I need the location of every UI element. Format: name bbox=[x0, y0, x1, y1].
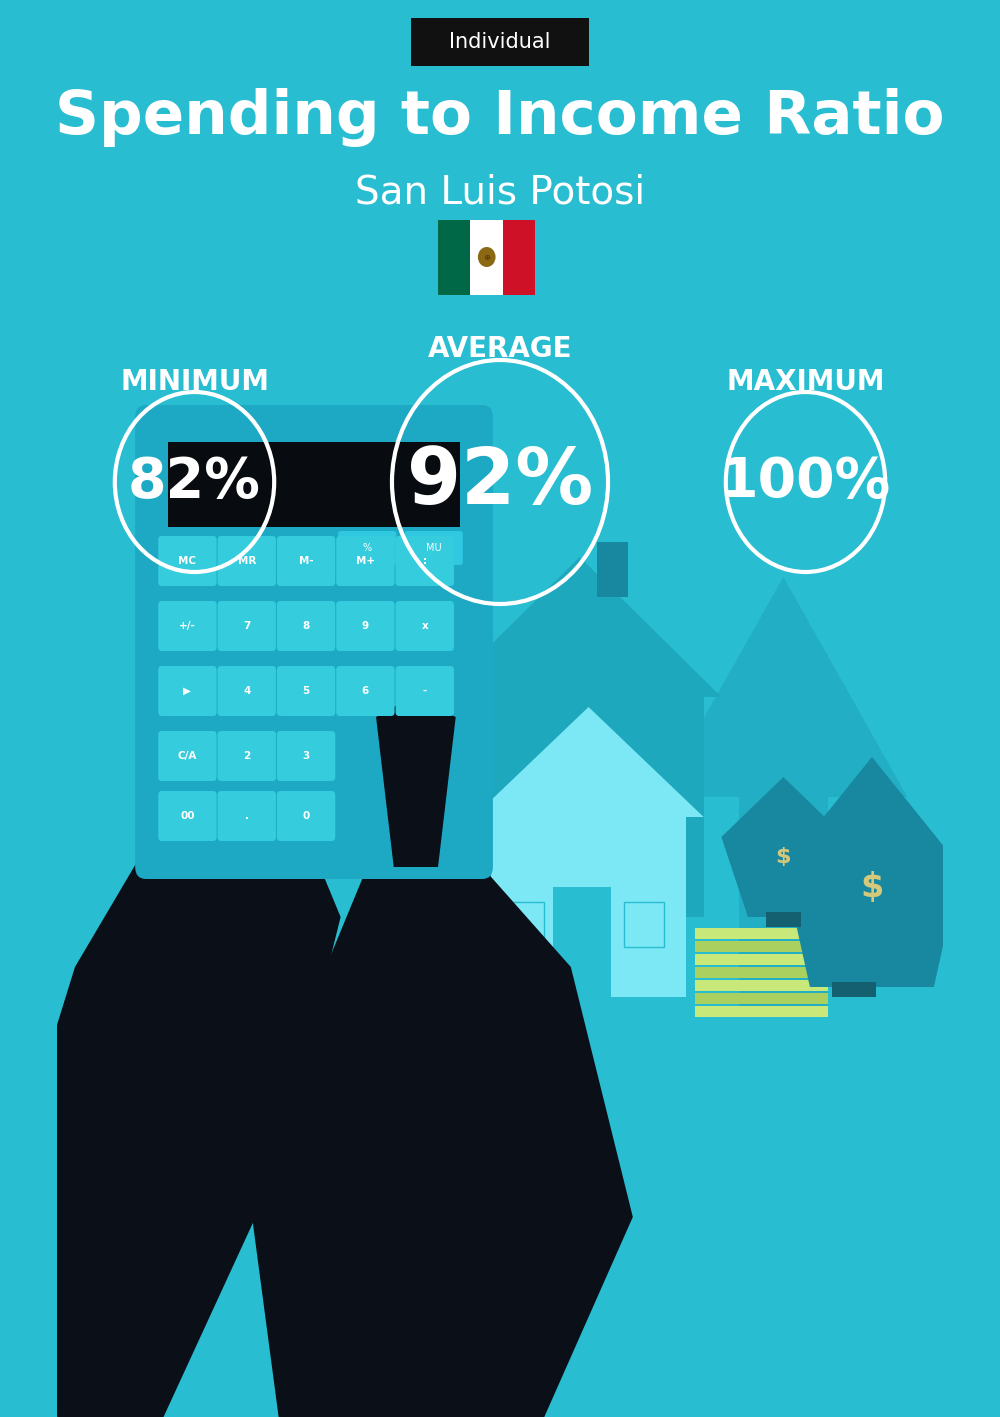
Text: x: x bbox=[421, 621, 428, 631]
FancyBboxPatch shape bbox=[218, 601, 276, 650]
Bar bbox=[695, 928, 828, 939]
Text: 8: 8 bbox=[302, 621, 310, 631]
Text: Individual: Individual bbox=[449, 33, 551, 52]
FancyBboxPatch shape bbox=[336, 536, 395, 587]
Bar bbox=[695, 981, 828, 990]
FancyBboxPatch shape bbox=[158, 731, 217, 781]
Text: -: - bbox=[423, 686, 427, 696]
Bar bbox=[695, 954, 828, 965]
Text: .: . bbox=[245, 811, 249, 820]
FancyBboxPatch shape bbox=[277, 536, 335, 587]
Bar bbox=[624, 903, 664, 947]
Text: San Luis Potosi: San Luis Potosi bbox=[355, 173, 645, 211]
FancyBboxPatch shape bbox=[411, 18, 589, 67]
FancyBboxPatch shape bbox=[396, 601, 454, 650]
Text: MU: MU bbox=[426, 543, 441, 553]
FancyBboxPatch shape bbox=[396, 666, 454, 716]
Text: 5: 5 bbox=[302, 686, 310, 696]
Text: $: $ bbox=[776, 847, 791, 867]
Polygon shape bbox=[252, 837, 633, 1417]
Bar bbox=[553, 887, 611, 998]
Text: MAXIMUM: MAXIMUM bbox=[726, 368, 885, 395]
Text: AVERAGE: AVERAGE bbox=[428, 334, 572, 363]
Bar bbox=[491, 818, 686, 998]
Bar bbox=[695, 993, 828, 1005]
FancyBboxPatch shape bbox=[277, 666, 335, 716]
FancyBboxPatch shape bbox=[158, 536, 217, 587]
Bar bbox=[739, 786, 828, 1017]
Text: M-: M- bbox=[299, 555, 313, 565]
Text: 92%: 92% bbox=[407, 444, 593, 520]
Bar bbox=[695, 1006, 828, 1017]
Text: 9: 9 bbox=[362, 621, 369, 631]
Text: 7: 7 bbox=[243, 621, 250, 631]
Text: $: $ bbox=[860, 870, 884, 904]
Circle shape bbox=[478, 247, 496, 266]
Bar bbox=[470, 220, 503, 295]
Text: ⊕: ⊕ bbox=[483, 252, 490, 262]
Text: 3: 3 bbox=[302, 751, 310, 761]
FancyBboxPatch shape bbox=[277, 731, 335, 781]
Polygon shape bbox=[721, 777, 845, 917]
Text: MC: MC bbox=[178, 555, 196, 565]
FancyBboxPatch shape bbox=[336, 666, 395, 716]
Bar bbox=[438, 220, 470, 295]
FancyBboxPatch shape bbox=[135, 405, 493, 879]
FancyBboxPatch shape bbox=[218, 536, 276, 587]
Text: Spending to Income Ratio: Spending to Income Ratio bbox=[55, 88, 945, 146]
FancyBboxPatch shape bbox=[158, 791, 217, 842]
FancyBboxPatch shape bbox=[404, 531, 463, 565]
Bar bbox=[504, 903, 544, 947]
Text: M+: M+ bbox=[356, 555, 375, 565]
FancyBboxPatch shape bbox=[336, 601, 395, 650]
FancyBboxPatch shape bbox=[277, 791, 335, 842]
Polygon shape bbox=[473, 707, 704, 818]
Bar bbox=[695, 941, 828, 952]
Polygon shape bbox=[438, 557, 721, 697]
Text: 100%: 100% bbox=[720, 455, 891, 509]
Text: 0: 0 bbox=[302, 811, 310, 820]
Text: 82%: 82% bbox=[128, 455, 261, 509]
Polygon shape bbox=[376, 697, 456, 867]
Bar bbox=[766, 913, 801, 927]
Bar bbox=[597, 541, 628, 597]
Text: 00: 00 bbox=[180, 811, 195, 820]
Text: 4: 4 bbox=[243, 686, 250, 696]
Polygon shape bbox=[659, 577, 907, 796]
Text: +/-: +/- bbox=[179, 621, 196, 631]
Text: MR: MR bbox=[238, 555, 256, 565]
Polygon shape bbox=[341, 616, 553, 796]
Text: 2: 2 bbox=[243, 751, 250, 761]
Text: MINIMUM: MINIMUM bbox=[120, 368, 269, 395]
Text: %: % bbox=[363, 543, 372, 553]
FancyBboxPatch shape bbox=[338, 531, 396, 565]
Bar bbox=[456, 697, 704, 917]
Polygon shape bbox=[13, 767, 341, 1417]
FancyBboxPatch shape bbox=[158, 601, 217, 650]
Bar bbox=[168, 442, 460, 527]
FancyBboxPatch shape bbox=[158, 666, 217, 716]
FancyBboxPatch shape bbox=[277, 601, 335, 650]
Text: :: : bbox=[423, 555, 427, 565]
Bar bbox=[695, 966, 828, 978]
Text: C/A: C/A bbox=[178, 751, 197, 761]
Text: 6: 6 bbox=[362, 686, 369, 696]
Text: ▶: ▶ bbox=[183, 686, 191, 696]
FancyBboxPatch shape bbox=[218, 731, 276, 781]
FancyBboxPatch shape bbox=[218, 791, 276, 842]
FancyBboxPatch shape bbox=[396, 536, 454, 587]
Bar bbox=[503, 220, 535, 295]
FancyBboxPatch shape bbox=[218, 666, 276, 716]
Polygon shape bbox=[783, 757, 960, 988]
Bar bbox=[832, 982, 876, 998]
